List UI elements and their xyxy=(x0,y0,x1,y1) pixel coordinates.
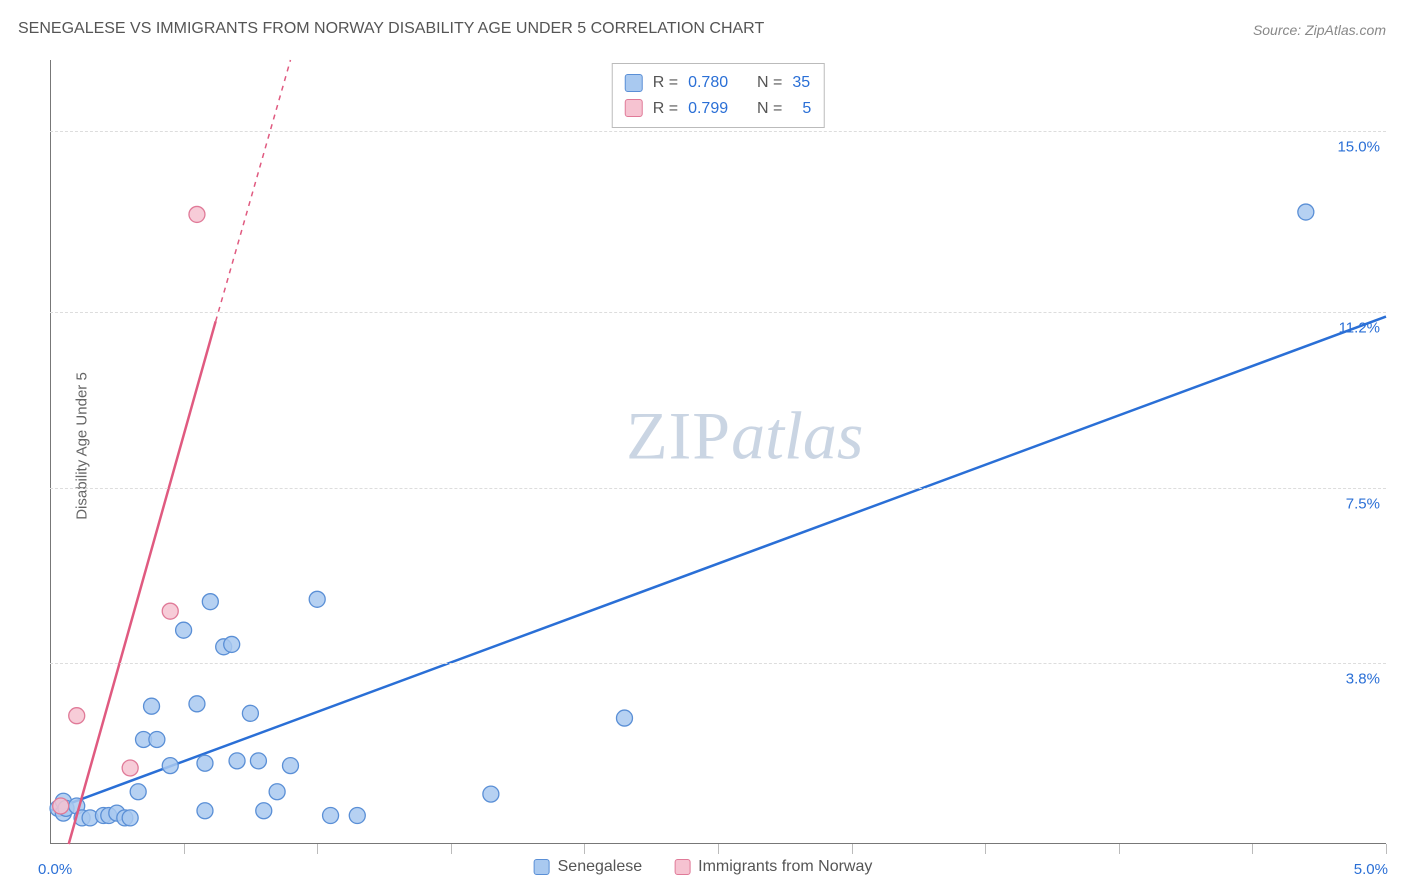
legend-r-senegalese: 0.780 xyxy=(688,70,728,96)
source-prefix: Source: xyxy=(1253,22,1305,38)
swatch-norway-icon xyxy=(674,859,690,875)
x-tick xyxy=(852,844,853,854)
legend-row-norway: R = 0.799 N = 5 xyxy=(625,96,812,122)
legend-r-norway: 0.799 xyxy=(688,96,728,122)
legend-n-label: N = xyxy=(757,70,782,96)
correlation-legend: R = 0.780 N = 35 R = 0.799 N = 5 xyxy=(612,63,825,128)
x-tick xyxy=(985,844,986,854)
x-tick xyxy=(451,844,452,854)
plot-svg xyxy=(50,60,1386,844)
legend-item-senegalese: Senegalese xyxy=(534,858,643,876)
legend-r-label: R = xyxy=(653,70,678,96)
legend-n-label: N = xyxy=(757,96,782,122)
y-tick-label: 3.8% xyxy=(1346,671,1380,688)
y-tick-label: 15.0% xyxy=(1337,139,1380,156)
chart-container: SENEGALESE VS IMMIGRANTS FROM NORWAY DIS… xyxy=(0,0,1406,892)
grid-line xyxy=(50,663,1386,664)
chart-title: SENEGALESE VS IMMIGRANTS FROM NORWAY DIS… xyxy=(18,20,764,38)
swatch-senegalese xyxy=(625,74,643,92)
x-tick xyxy=(184,844,185,854)
series-legend: Senegalese Immigrants from Norway xyxy=(534,858,873,876)
swatch-norway xyxy=(625,99,643,117)
y-tick-label: 7.5% xyxy=(1346,495,1380,512)
grid-line xyxy=(50,312,1386,313)
x-tick xyxy=(317,844,318,854)
x-origin-label: 0.0% xyxy=(38,861,72,878)
grid-line xyxy=(50,488,1386,489)
legend-label-senegalese: Senegalese xyxy=(558,858,643,876)
x-end-label: 5.0% xyxy=(1354,861,1388,878)
source-citation: Source: ZipAtlas.com xyxy=(1253,22,1386,38)
swatch-senegalese-icon xyxy=(534,859,550,875)
legend-r-label: R = xyxy=(653,96,678,122)
source-name: ZipAtlas.com xyxy=(1305,22,1386,38)
x-tick xyxy=(1119,844,1120,854)
legend-row-senegalese: R = 0.780 N = 35 xyxy=(625,70,812,96)
x-tick xyxy=(1252,844,1253,854)
legend-label-norway: Immigrants from Norway xyxy=(698,858,872,876)
y-tick-label: 11.2% xyxy=(1339,319,1380,336)
legend-n-senegalese: 35 xyxy=(792,70,810,96)
legend-n-norway: 5 xyxy=(792,96,811,122)
plot-area: ZIPatlas R = 0.780 N = 35 R = 0.799 N = … xyxy=(50,60,1386,844)
x-tick xyxy=(1386,844,1387,854)
grid-line xyxy=(50,131,1386,132)
x-tick xyxy=(584,844,585,854)
x-tick xyxy=(718,844,719,854)
legend-item-norway: Immigrants from Norway xyxy=(674,858,872,876)
